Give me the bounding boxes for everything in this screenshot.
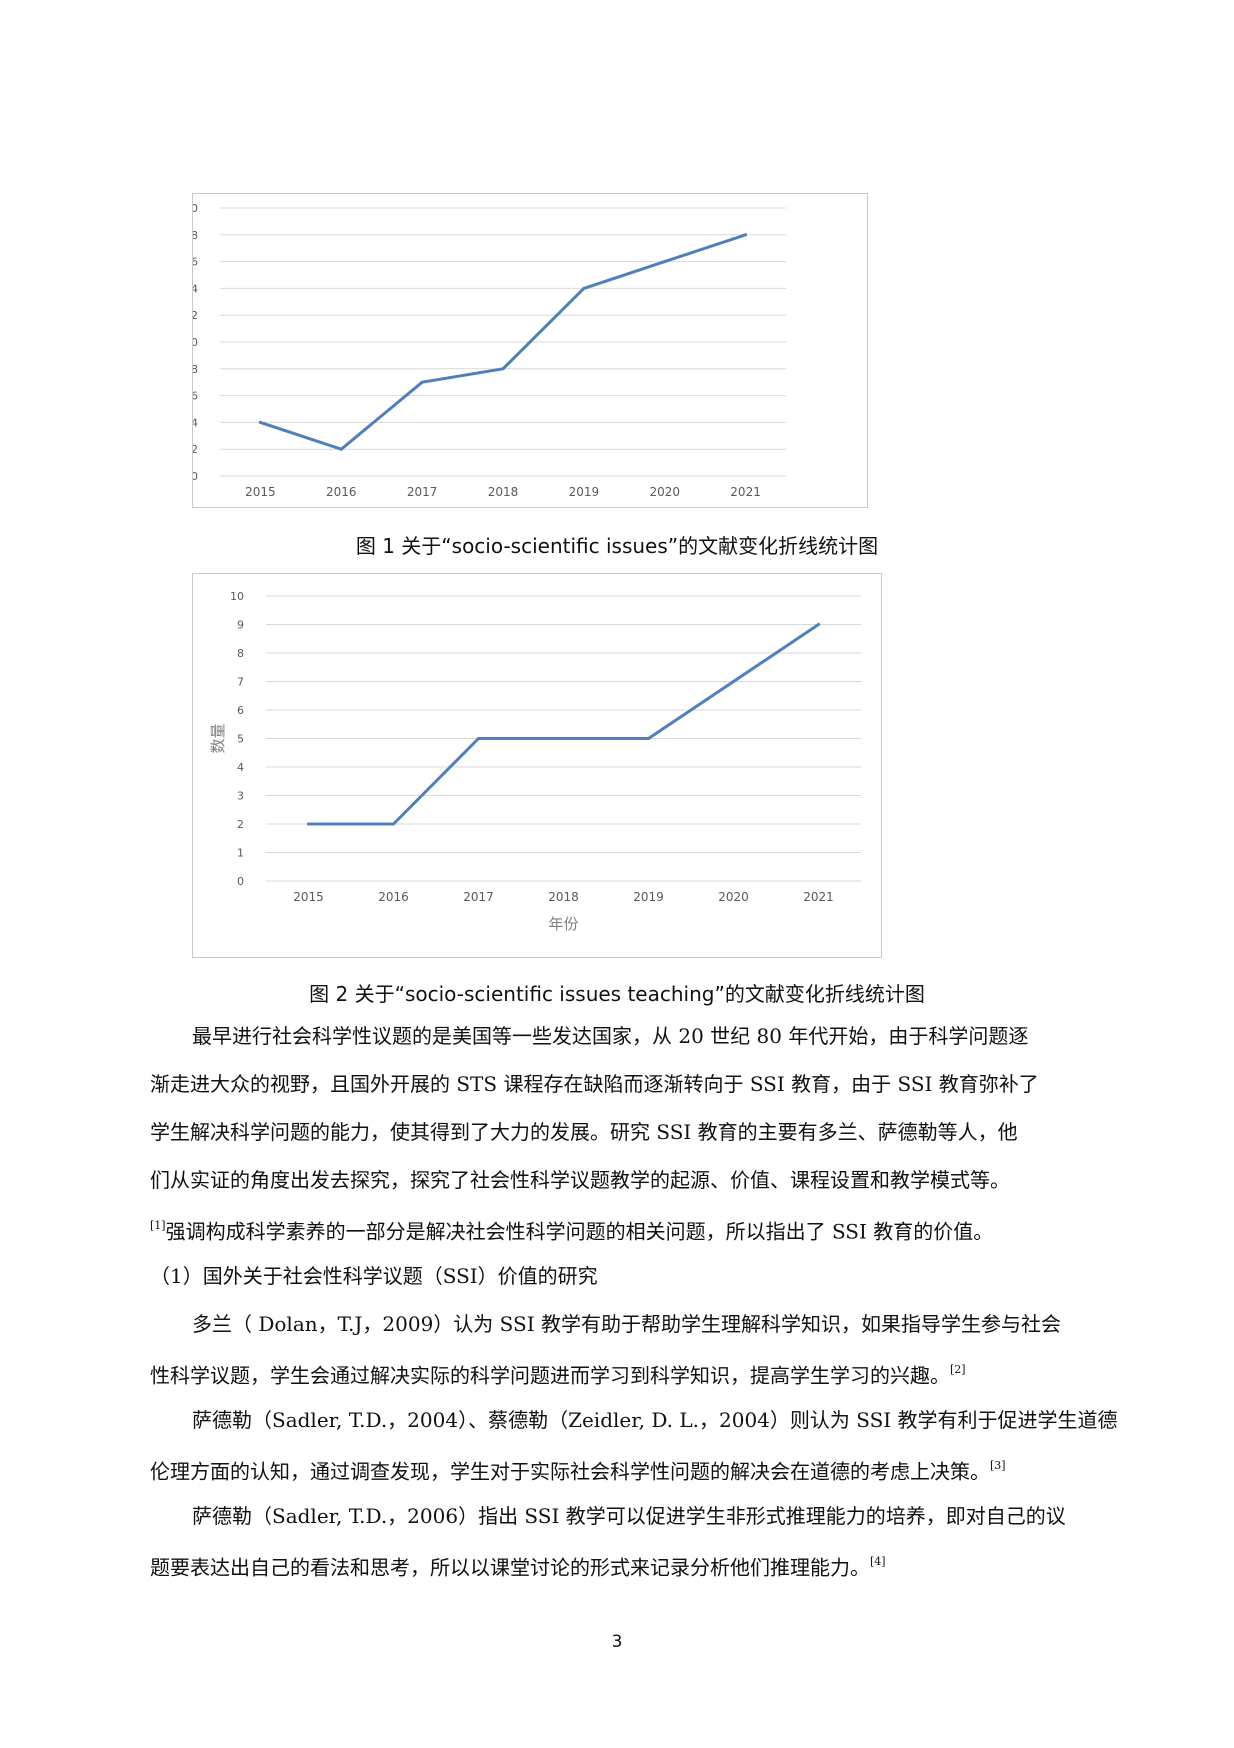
section-heading: （1）国外关于社会性科学议题（SSI）价值的研究 <box>150 1252 1090 1300</box>
chart-2-data-point <box>307 822 310 826</box>
paragraph-1-line: [1]强调构成科学素养的一部分是解决社会性科学问题的相关问题，所以指出了 SSI… <box>150 1204 1090 1252</box>
citation-ref: [2] <box>950 1363 966 1376</box>
chart-2-y-tick-label: 8 <box>237 647 244 660</box>
chart-1-y-tick-label: 2 <box>193 443 198 456</box>
chart-1-y-tick-label: 18 <box>193 229 198 242</box>
chart-2-data-point <box>477 737 480 740</box>
paragraph-3-line: 伦理方面的认知，通过调查发现，学生对于实际社会科学性问题的解决会在道德的考虑上决… <box>150 1444 1090 1492</box>
chart-2-data-point <box>647 737 650 740</box>
chart-1-data-point <box>258 420 262 424</box>
paragraph-1-line: 学生解决科学问题的能力，使其得到了大力的发展。研究 SSI 教育的主要有多兰、萨… <box>150 1120 1018 1144</box>
paragraph-3: 萨德勒（Sadler, T.D.，2004）、蔡德勒（Zeidler, D. L… <box>150 1396 1118 1492</box>
chart-2-data-point <box>732 680 735 683</box>
chart-2-y-tick-label: 6 <box>237 704 244 717</box>
paragraph-3-line: 萨德勒（Sadler, T.D.，2004）、蔡德勒（Zeidler, D. L… <box>192 1408 1118 1432</box>
section-heading-text: （1）国外关于社会性科学议题（SSI）价值的研究 <box>150 1264 598 1288</box>
chart-2-x-tick-label: 2018 <box>548 890 579 904</box>
paragraph-3-last-text: 伦理方面的认知，通过调查发现，学生对于实际社会科学性问题的解决会在道德的考虑上决… <box>150 1459 990 1484</box>
paragraph-1: 最早进行社会科学性议题的是美国等一些发达国家，从 20 世纪 80 年代开始，由… <box>150 1012 1090 1252</box>
chart-1-data-point <box>663 260 667 264</box>
figure-1-plot: 0 2 4 6 8 10 12 14 16 18 20 2015 2016 2017 2018 2019 202… <box>193 202 786 499</box>
chart-1-y-tick-label: 16 <box>193 256 198 269</box>
paragraph-1-line: 们从实证的角度出发去探究，探究了社会性科学议题教学的起源、价值、课程设置和教学模… <box>150 1168 1010 1192</box>
paragraph-4-line: 题要表达出自己的看法和思考，所以以课堂讨论的形式来记录分析他们推理能力。[4] <box>150 1540 1090 1588</box>
chart-2-y-tick-label: 1 <box>237 847 244 860</box>
chart-2-x-tick-label: 2020 <box>718 890 749 904</box>
paragraph-4-last-text: 题要表达出自己的看法和思考，所以以课堂讨论的形式来记录分析他们推理能力。 <box>150 1555 870 1580</box>
chart-2-y-tick-label: 0 <box>237 875 244 888</box>
chart-2-series-line <box>307 623 820 826</box>
paragraph-2: 多兰（ Dolan，T.J，2009）认为 SSI 教学有助于帮助学生理解科学知… <box>150 1300 1090 1396</box>
paragraph-1-last-text: 强调构成科学素养的一部分是解决社会性科学问题的相关问题，所以指出了 SSI 教育… <box>165 1219 994 1244</box>
chart-1-x-tick-label: 2020 <box>649 485 680 499</box>
chart-1-y-tick-label: 8 <box>193 363 198 376</box>
chart-2-y-tick-label: 10 <box>230 590 244 603</box>
chart-1-x-tick-label: 2018 <box>488 485 519 499</box>
chart-2-y-tick-label: 2 <box>237 818 244 831</box>
chart-2-y-axis-label: 数量 <box>209 723 227 753</box>
paragraph-4: 萨德勒（Sadler, T.D.，2006）指出 SSI 教学可以促进学生非形式… <box>150 1492 1090 1588</box>
chart-2-x-tick-label: 2021 <box>803 890 834 904</box>
chart-1-x-tick-label: 2016 <box>326 485 357 499</box>
figure-2-plot: 0 1 2 3 4 5 6 7 8 9 10 2015 2016 2017 2018 2019 2020 2021… <box>209 590 861 933</box>
chart-2-x-tick-label: 2016 <box>378 890 409 904</box>
chart-1-data-point <box>339 447 343 451</box>
chart-2-y-tick-label: 4 <box>237 761 244 774</box>
chart-2-y-tick-label: 7 <box>237 676 244 689</box>
paragraph-1-line: 最早进行社会科学性议题的是美国等一些发达国家，从 20 世纪 80 年代开始，由… <box>192 1024 1029 1048</box>
citation-ref: [1] <box>150 1219 166 1232</box>
paragraph-2-last-text: 性科学议题，学生会通过解决实际的科学问题进而学习到科学知识，提高学生学习的兴趣。 <box>150 1363 950 1388</box>
chart-1-y-tick-label: 0 <box>193 470 198 483</box>
chart-1-y-tick-label: 12 <box>193 309 198 322</box>
chart-2-x-tick-label: 2017 <box>463 890 494 904</box>
citation-ref: [3] <box>990 1459 1006 1472</box>
figure-1-chart: 0 2 4 6 8 10 12 14 16 18 20 2015 2016 2017 2018 2019 202… <box>192 193 868 508</box>
citation-ref: [4] <box>870 1555 886 1568</box>
chart-1-y-tick-label: 14 <box>193 282 198 295</box>
chart-1-data-point <box>582 286 586 290</box>
chart-1-y-tick-label: 10 <box>193 336 198 349</box>
paragraph-2-line: 多兰（ Dolan，T.J，2009）认为 SSI 教学有助于帮助学生理解科学知… <box>192 1312 1061 1336</box>
figure-2-caption: 图 2 关于“socio-scientific issues teaching”… <box>309 982 925 1006</box>
chart-1-x-tick-label: 2015 <box>245 485 276 499</box>
chart-2-data-point <box>392 822 395 826</box>
chart-1-x-tick-label: 2017 <box>407 485 438 499</box>
chart-1-data-point <box>420 380 424 384</box>
figure-1-caption: 图 1 关于“socio-scientific issues”的文献变化折线统计… <box>355 534 879 558</box>
chart-2-x-axis-label: 年份 <box>548 915 578 933</box>
chart-2-data-point <box>562 737 565 740</box>
chart-2-y-tick-label: 5 <box>237 733 244 746</box>
chart-1-x-tick-label: 2019 <box>569 485 600 499</box>
paragraph-4-line: 萨德勒（Sadler, T.D.，2006）指出 SSI 教学可以促进学生非形式… <box>192 1504 1066 1528</box>
chart-2-y-tick-label: 9 <box>237 619 244 632</box>
chart-2-y-tick-label: 3 <box>237 790 244 803</box>
paragraph-2-line: 性科学议题，学生会通过解决实际的科学问题进而学习到科学知识，提高学生学习的兴趣。… <box>150 1348 1090 1396</box>
chart-2-data-point <box>817 623 820 626</box>
chart-2-x-tick-label: 2015 <box>293 890 324 904</box>
figure-2-chart: 0 1 2 3 4 5 6 7 8 9 10 2015 2016 2017 2018 2019 2020 2021… <box>192 573 882 958</box>
chart-1-y-tick-label: 6 <box>193 390 198 403</box>
paragraph-1-line: 渐走进大众的视野，且国外开展的 STS 课程存在缺陷而逐渐转向于 SSI 教育，… <box>150 1072 1039 1096</box>
chart-1-x-tick-label: 2021 <box>730 485 761 499</box>
chart-1-y-tick-label: 20 <box>193 202 198 215</box>
chart-1-data-point <box>744 233 748 237</box>
chart-1-data-point <box>501 367 505 371</box>
chart-2-x-tick-label: 2019 <box>633 890 664 904</box>
page-number: 3 <box>611 1632 623 1652</box>
chart-1-y-tick-label: 4 <box>193 416 198 429</box>
